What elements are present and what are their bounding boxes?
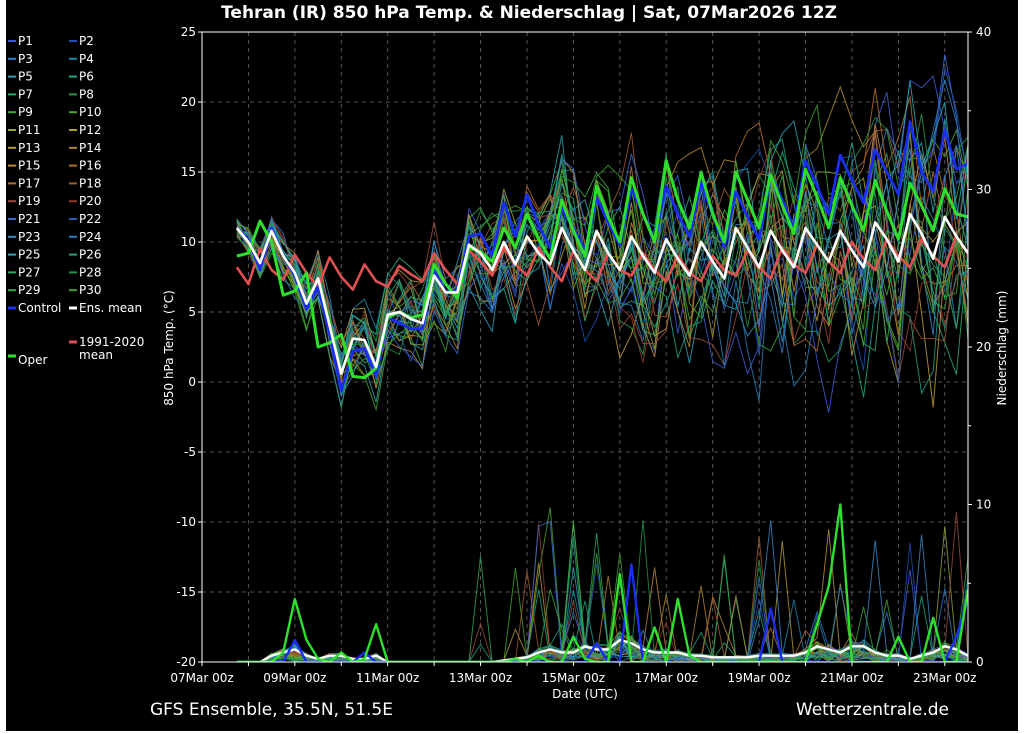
member-precip-p11 <box>236 526 968 662</box>
member-line-p14 <box>236 85 968 385</box>
x-tick-label: 15Mar 00z <box>542 671 605 685</box>
x-tick-label: 13Mar 00z <box>449 671 512 685</box>
legend-label: P13 <box>18 141 41 155</box>
y-tick-label: -20 <box>176 655 196 669</box>
y-right-tick-label: 40 <box>976 25 991 39</box>
y-right-tick-label: 10 <box>976 498 991 512</box>
axes: 25 20 15 10 5 0 -5 -10 -15 -20 40 30 20 10 0 07Mar 00z 0… <box>170 25 991 685</box>
legend-label: P19 <box>18 194 41 208</box>
plot-border <box>201 31 969 663</box>
legend-label: P9 <box>18 105 33 119</box>
y-tick-label: -10 <box>176 515 196 529</box>
legend-label: P12 <box>79 123 102 137</box>
y-tick-label: 25 <box>181 25 196 39</box>
legend-label: P17 <box>18 176 41 190</box>
series-line-ens-mean <box>235 212 968 375</box>
legend-label: P6 <box>79 70 94 84</box>
member-line-p6 <box>236 149 968 398</box>
footer-right-text: Wetterzentrale.de <box>796 700 949 720</box>
legend-label: P7 <box>18 87 33 101</box>
x-axis-label: Date (UTC) <box>552 687 618 701</box>
legend-label-line: mean <box>79 348 113 362</box>
y-tick-label: 0 <box>188 375 196 389</box>
x-tick-label: 17Mar 00z <box>635 671 698 685</box>
x-tick-label: 09Mar 00z <box>263 671 326 685</box>
legend-label: P18 <box>79 176 102 190</box>
legend-label: P11 <box>18 123 41 137</box>
x-tick-label: 07Mar 00z <box>170 671 233 685</box>
series-line-precip-control <box>236 563 968 662</box>
y-axis-label: 850 hPa Temp. (°C) <box>162 290 176 406</box>
legend-label: P8 <box>79 87 94 101</box>
legend-label-line: 1991-2020 <box>79 335 144 349</box>
series-line-1991-2020-mean <box>235 235 968 291</box>
member-line-p22 <box>236 67 968 384</box>
footer-left-text: GFS Ensemble, 35.5N, 51.5E <box>150 700 393 720</box>
y-right-tick-label: 20 <box>976 340 991 354</box>
legend-label: P22 <box>79 212 102 226</box>
legend-label: Oper <box>18 353 47 367</box>
legend-label: P10 <box>79 105 102 119</box>
x-tick-label: 19Mar 00z <box>727 671 790 685</box>
series-line-precip-oper <box>236 503 968 662</box>
member-lines <box>236 54 968 662</box>
legend-label: P3 <box>18 52 33 66</box>
legend-label: P30 <box>79 283 102 297</box>
legend-label: P5 <box>18 70 33 84</box>
legend-label: P20 <box>79 194 102 208</box>
member-line-p25 <box>236 81 968 381</box>
chart-svg: Tehran (IR) 850 hPa Temp. & Niederschlag… <box>8 3 1009 720</box>
y-tick-label: 10 <box>181 235 196 249</box>
y-right-tick-label: 30 <box>976 183 991 197</box>
y-axis-right-label: Niederschlag (mm) <box>995 291 1009 406</box>
member-precip-p13 <box>236 529 968 662</box>
y-tick-label: 15 <box>181 165 196 179</box>
legend-label: Control <box>18 301 61 315</box>
y-tick-label: 5 <box>188 305 196 319</box>
series-line-precip-ens-mean <box>236 638 968 662</box>
legend-label: P23 <box>18 230 41 244</box>
x-tick-label: 21Mar 00z <box>820 671 883 685</box>
legend-label: P16 <box>79 159 102 173</box>
x-tick-label: 23Mar 00z <box>913 671 976 685</box>
member-line-p27 <box>236 182 968 409</box>
legend-label: P2 <box>79 34 94 48</box>
legend-label: Ens. mean <box>79 301 142 315</box>
legend-label: P24 <box>79 230 102 244</box>
legend-label: P27 <box>18 265 41 279</box>
x-tick-label: 11Mar 00z <box>356 671 419 685</box>
member-line-p30 <box>236 103 968 412</box>
chart-frame: Tehran (IR) 850 hPa Temp. & Niederschlag… <box>6 0 1018 731</box>
legend-label: P28 <box>79 265 102 279</box>
legend-label: P29 <box>18 283 41 297</box>
legend-label: P21 <box>18 212 41 226</box>
y-tick-label: 20 <box>181 95 196 109</box>
legend-label: P26 <box>79 248 102 262</box>
legend-label: P1 <box>18 34 33 48</box>
chart-title: Tehran (IR) 850 hPa Temp. & Niederschlag… <box>221 3 837 23</box>
series-line-oper <box>236 159 968 380</box>
y-right-tick-label: 0 <box>976 655 984 669</box>
legend-label: P4 <box>79 52 94 66</box>
legend-label: P25 <box>18 248 41 262</box>
member-line-p29 <box>236 144 968 366</box>
legend-label: P15 <box>18 159 41 173</box>
y-tick-label: -15 <box>176 585 196 599</box>
legend-label-climatology: 1991-2020 mean <box>79 335 144 362</box>
main-lines <box>235 120 968 662</box>
legend-label: P14 <box>79 141 102 155</box>
member-line-p5 <box>236 118 968 403</box>
series-line-control <box>235 120 968 392</box>
y-tick-label: -5 <box>184 445 196 459</box>
legend: P1 P2 P3 P4 P5 P6 P7 P8 P9 P10 P11 P12 P13 P14 P15 P16 P… <box>8 34 144 367</box>
